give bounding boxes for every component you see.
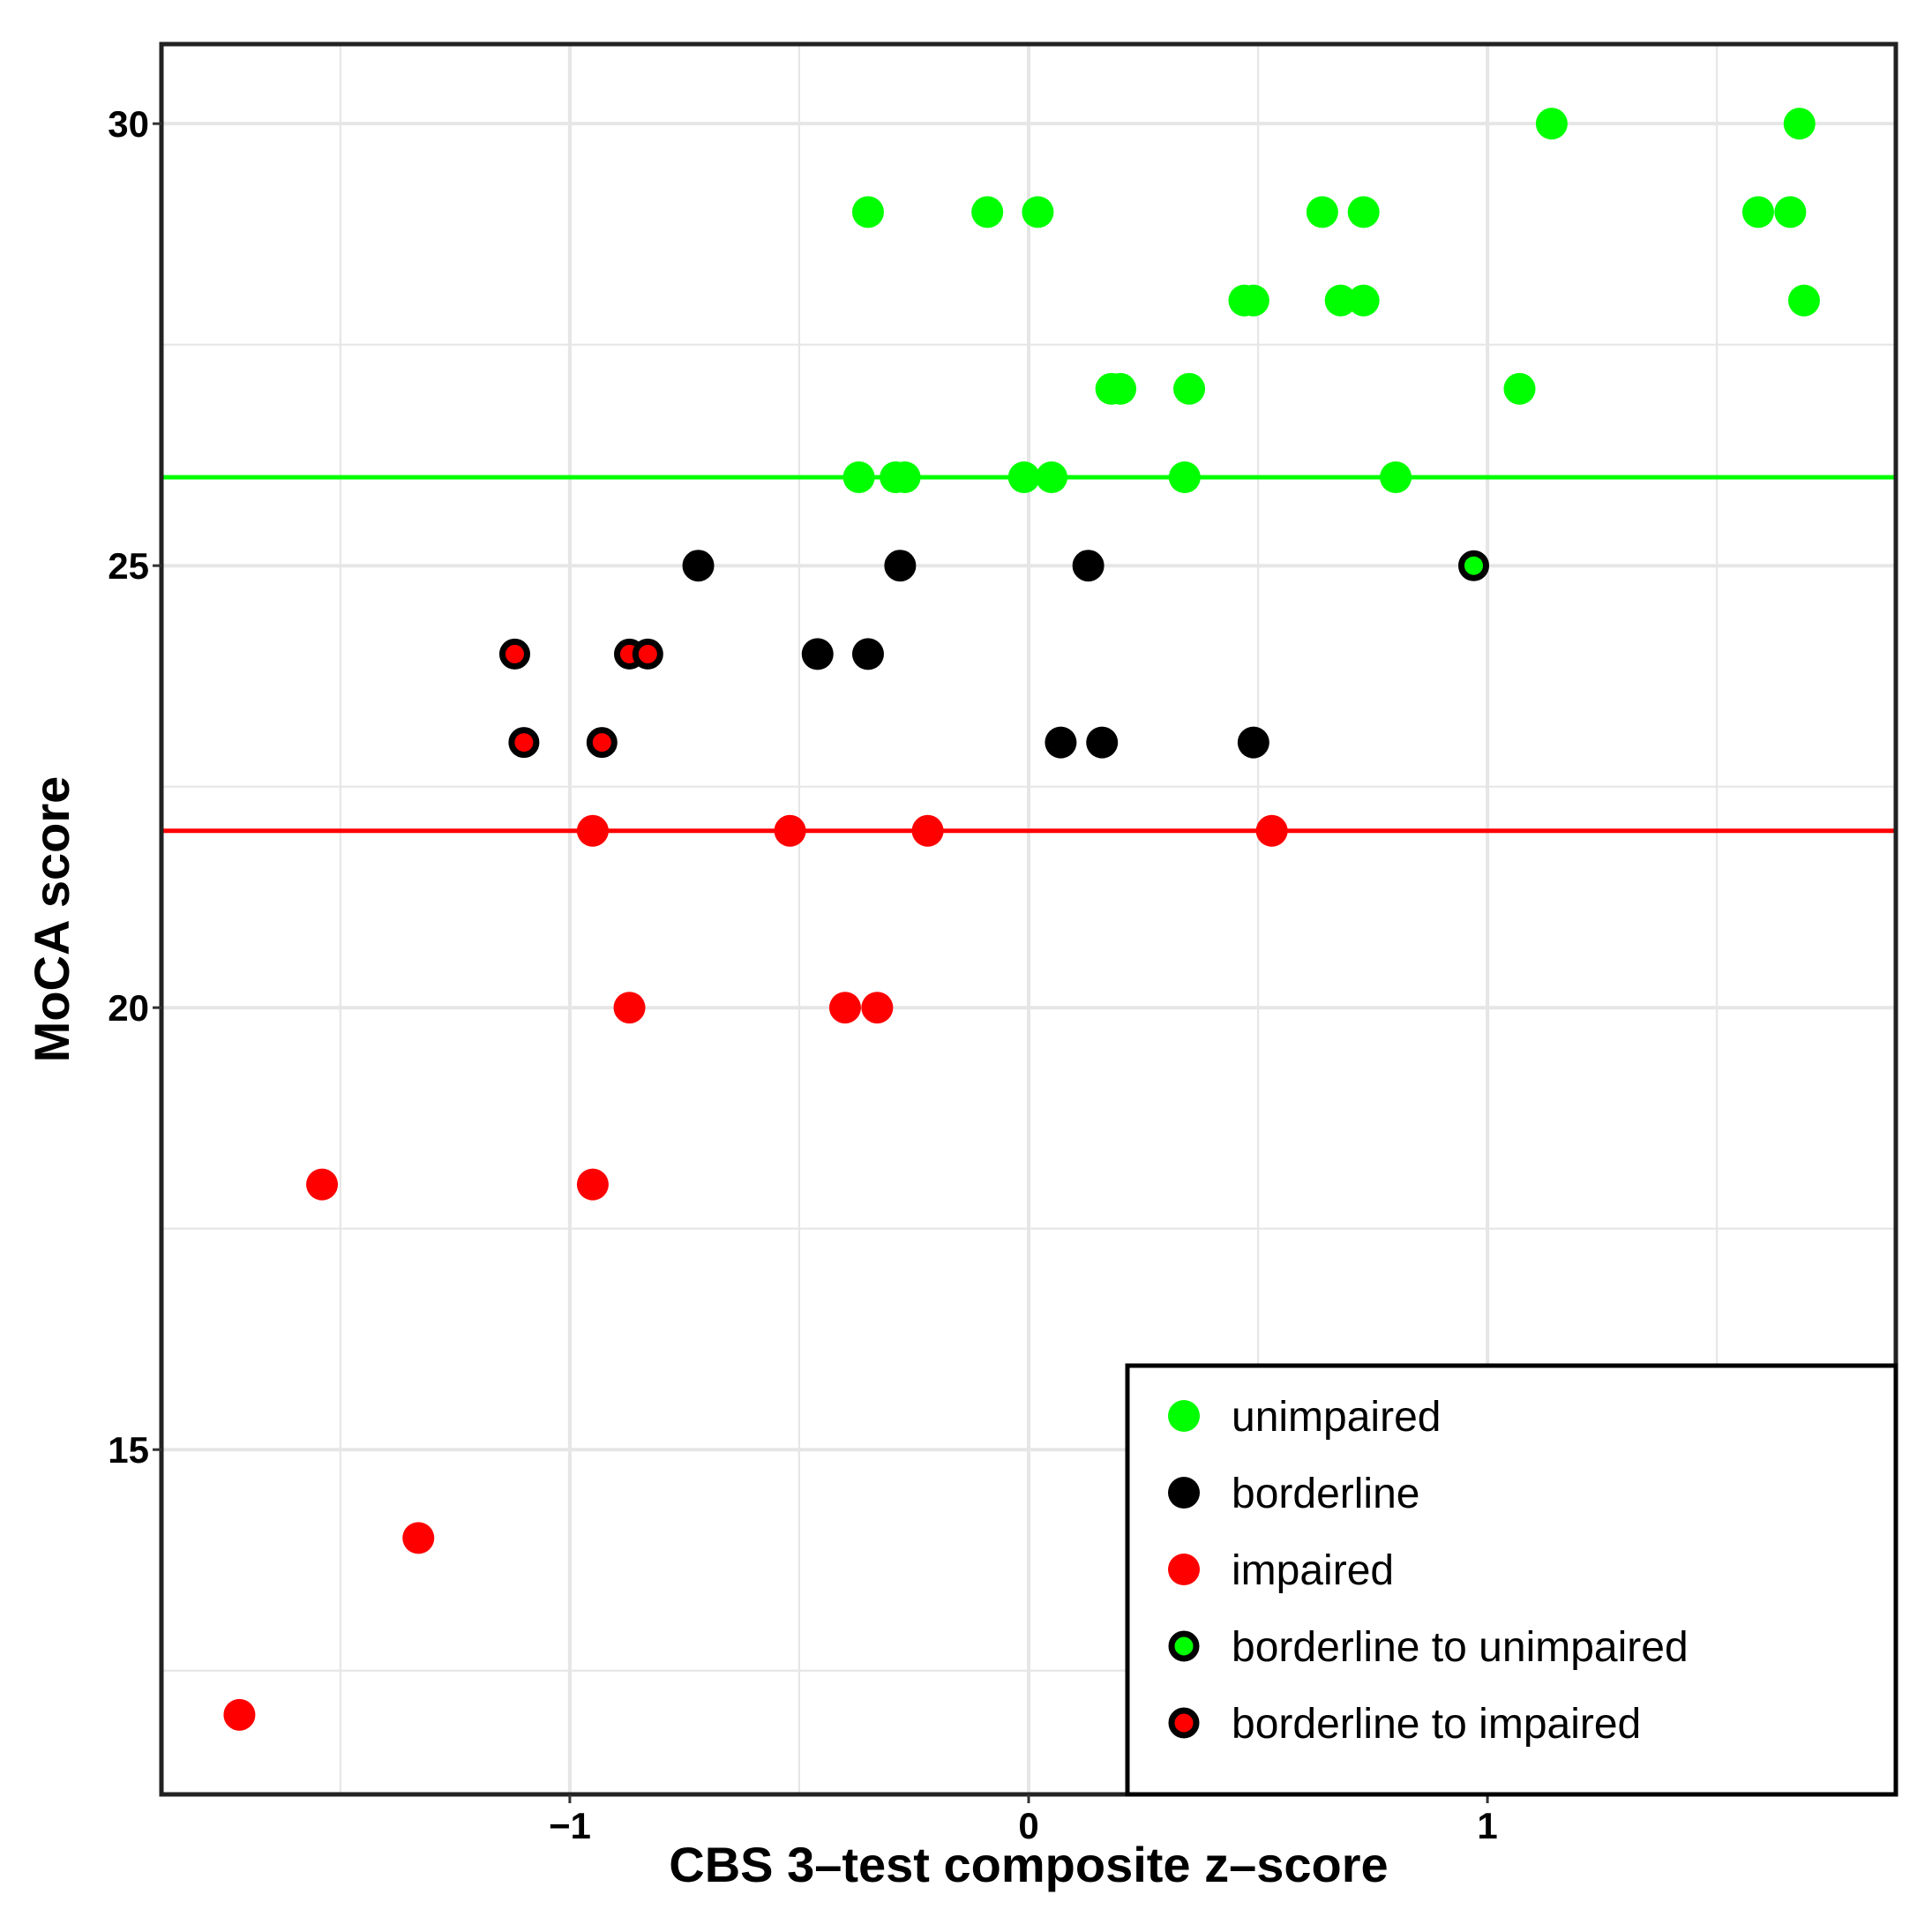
point-borderline bbox=[851, 638, 884, 670]
point-unimpaired bbox=[1306, 196, 1338, 228]
point-impaired bbox=[576, 1168, 609, 1201]
point-impaired bbox=[402, 1522, 435, 1554]
point-impaired bbox=[861, 992, 894, 1024]
legend-label: borderline bbox=[1232, 1471, 1419, 1517]
point-borderline bbox=[1072, 550, 1105, 582]
point-impaired bbox=[774, 814, 806, 847]
point-unimpaired bbox=[1535, 108, 1568, 140]
x-axis-title: CBS 3–test composite z–score bbox=[669, 1837, 1388, 1892]
point-unimpaired bbox=[1036, 461, 1068, 493]
point-impaired bbox=[1255, 814, 1288, 847]
point-borderline bbox=[884, 550, 917, 582]
point-unimpaired bbox=[1022, 196, 1054, 228]
legend-label: unimpaired bbox=[1232, 1394, 1441, 1441]
point-unimpaired bbox=[1774, 196, 1807, 228]
data-points bbox=[223, 108, 1820, 1731]
legend: unimpaired borderline impaired borderline t… bbox=[1125, 1363, 1898, 1797]
legend-key-impaired bbox=[1168, 1554, 1200, 1585]
point-unimpaired bbox=[1347, 284, 1380, 317]
legend-label: borderline to unimpaired bbox=[1232, 1624, 1689, 1671]
point-unimpaired bbox=[971, 196, 1004, 228]
point-impaired bbox=[911, 814, 944, 847]
point-unimpaired bbox=[888, 461, 921, 493]
x-tick-label: 0 bbox=[1018, 1805, 1038, 1846]
point-borderline bbox=[1045, 726, 1077, 759]
x-tick-label: −1 bbox=[549, 1805, 591, 1846]
legend-label: borderline to impaired bbox=[1232, 1701, 1641, 1748]
legend-key-borderline-to-unimpaired bbox=[1168, 1630, 1200, 1662]
legend-key-borderline-to-impaired bbox=[1168, 1707, 1200, 1739]
point-unimpaired bbox=[1741, 196, 1774, 228]
y-axis-title: MoCA score bbox=[24, 776, 79, 1063]
point-unimpaired bbox=[851, 196, 884, 228]
point-unimpaired bbox=[1324, 284, 1357, 317]
point-borderline bbox=[1237, 726, 1269, 759]
point-borderline-to-impaired bbox=[498, 638, 530, 670]
legend-key-borderline bbox=[1168, 1477, 1200, 1509]
point-borderline bbox=[682, 550, 715, 582]
point-unimpaired bbox=[1503, 372, 1536, 405]
point-unimpaired bbox=[1168, 461, 1201, 493]
point-impaired bbox=[223, 1698, 256, 1731]
point-borderline-to-impaired bbox=[586, 727, 618, 759]
point-borderline bbox=[1086, 726, 1119, 759]
point-impaired bbox=[576, 814, 609, 847]
point-unimpaired bbox=[1237, 284, 1269, 317]
legend-label: impaired bbox=[1232, 1547, 1394, 1594]
point-borderline bbox=[801, 638, 834, 670]
y-tick-label: 15 bbox=[108, 1429, 149, 1471]
point-unimpaired bbox=[1173, 372, 1206, 405]
legend-key-unimpaired bbox=[1168, 1400, 1200, 1432]
point-unimpaired bbox=[1380, 461, 1412, 493]
point-borderline-to-impaired bbox=[632, 638, 663, 670]
legend-box bbox=[1125, 1363, 1898, 1797]
point-impaired bbox=[306, 1168, 339, 1201]
x-tick-label: 1 bbox=[1477, 1805, 1497, 1846]
y-tick-label: 30 bbox=[108, 103, 149, 145]
point-borderline-to-unimpaired bbox=[1458, 550, 1490, 581]
point-impaired bbox=[828, 992, 861, 1024]
point-impaired bbox=[613, 992, 646, 1024]
point-unimpaired bbox=[1105, 372, 1137, 405]
point-unimpaired bbox=[1783, 108, 1816, 140]
y-tick-label: 20 bbox=[108, 987, 149, 1029]
point-borderline-to-impaired bbox=[508, 727, 540, 759]
y-tick-label: 25 bbox=[108, 545, 149, 587]
point-unimpaired bbox=[1347, 196, 1380, 228]
point-unimpaired bbox=[1787, 284, 1820, 317]
point-unimpaired bbox=[1007, 461, 1040, 493]
point-unimpaired bbox=[842, 461, 875, 493]
